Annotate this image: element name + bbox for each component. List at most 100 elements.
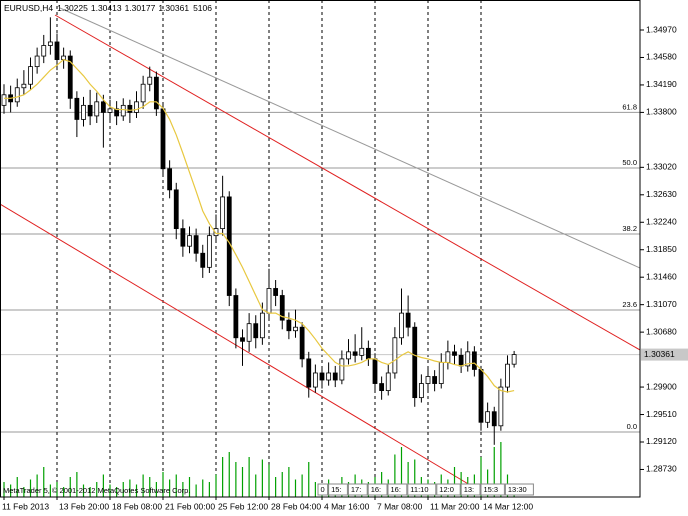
candle-body bbox=[445, 351, 451, 363]
volume-bar bbox=[301, 474, 303, 497]
candle-body bbox=[1, 94, 7, 106]
volume-bar bbox=[414, 459, 416, 497]
candle-body bbox=[67, 55, 73, 99]
header-low: 1.30177 bbox=[125, 3, 156, 13]
x-tick-label: 21 Feb 00:00 bbox=[165, 501, 215, 511]
candle-body bbox=[107, 108, 113, 113]
time-box bbox=[480, 483, 505, 496]
volume-bar bbox=[129, 479, 131, 497]
volume-bar bbox=[255, 474, 257, 497]
candle-body bbox=[385, 372, 391, 391]
candle-body bbox=[34, 55, 40, 68]
candle-body bbox=[326, 372, 332, 381]
y-tick-label: 1.32630 bbox=[646, 189, 677, 199]
volume-bar bbox=[43, 467, 45, 497]
candle-body bbox=[193, 235, 199, 254]
candle-body bbox=[359, 347, 365, 356]
volume-bar bbox=[69, 477, 71, 497]
volume-bar bbox=[400, 447, 403, 497]
volume-bar bbox=[222, 457, 224, 497]
header-open: 1.30225 bbox=[57, 3, 88, 13]
candle-body bbox=[120, 104, 126, 117]
candle-body bbox=[253, 323, 259, 339]
candle-body bbox=[498, 386, 504, 427]
candle-body bbox=[240, 337, 245, 342]
time-box bbox=[317, 483, 329, 496]
candle-body bbox=[365, 347, 371, 360]
volume-bar bbox=[16, 477, 18, 497]
candle-body bbox=[511, 354, 517, 365]
time-box-label: 16: bbox=[391, 485, 401, 494]
candle-body bbox=[505, 363, 510, 388]
candle-body bbox=[332, 372, 338, 381]
volume-bar bbox=[248, 457, 250, 497]
candle-body bbox=[167, 168, 173, 191]
volume-bar bbox=[195, 484, 197, 497]
y-tick-label: 1.31850 bbox=[646, 244, 677, 254]
volume-bar bbox=[162, 472, 164, 497]
candle-body bbox=[173, 189, 179, 230]
candle-body bbox=[180, 228, 186, 247]
candle-body bbox=[74, 97, 80, 120]
candle-body bbox=[114, 108, 120, 117]
time-box bbox=[436, 483, 461, 496]
chart-header: EURUSD,H4 1.30225 1.30413 1.30177 1.30361 510… bbox=[4, 3, 212, 13]
candle-body bbox=[286, 319, 292, 332]
time-box bbox=[328, 483, 348, 496]
candle-body bbox=[339, 358, 345, 381]
candle-body bbox=[405, 312, 411, 328]
volume-bar bbox=[63, 487, 65, 497]
volume-bar bbox=[275, 477, 277, 497]
candle-body bbox=[485, 411, 491, 423]
y-tick-label: 1.29900 bbox=[646, 381, 677, 391]
candle-body bbox=[352, 351, 358, 356]
moving-average bbox=[4, 58, 515, 393]
price-tag-label: 1.30361 bbox=[644, 349, 675, 359]
volume-bar bbox=[288, 467, 290, 497]
time-box bbox=[460, 483, 481, 496]
volume-bar bbox=[208, 482, 210, 497]
candle-body bbox=[87, 104, 93, 117]
trend-lines bbox=[0, 7, 640, 486]
y-tick-label: 1.29120 bbox=[646, 436, 677, 446]
candle-body bbox=[200, 252, 206, 268]
candle-body bbox=[279, 295, 285, 321]
candle-body bbox=[21, 83, 27, 89]
volume-bar bbox=[155, 482, 157, 497]
candle-body bbox=[293, 326, 298, 332]
candle-body bbox=[418, 383, 424, 399]
time-box-label: 15:3 bbox=[484, 485, 499, 494]
candle-body bbox=[273, 288, 279, 296]
volume-bar bbox=[149, 477, 151, 497]
candle-body bbox=[412, 326, 418, 399]
x-tick-label: 25 Feb 12:00 bbox=[218, 501, 268, 511]
plot-frame bbox=[0, 0, 641, 498]
y-tick-label: 1.29510 bbox=[646, 409, 677, 419]
candle-body bbox=[478, 369, 484, 423]
trend-line bbox=[59, 7, 640, 269]
candle-body bbox=[14, 87, 20, 103]
fib-label: 38.2 bbox=[622, 224, 637, 233]
fib-label: 0.0 bbox=[627, 422, 637, 431]
volume-bar bbox=[76, 472, 78, 497]
volume-bar bbox=[215, 474, 217, 497]
volume-bar bbox=[487, 469, 489, 497]
volume-bar bbox=[116, 487, 118, 497]
header-volume: 5106 bbox=[193, 3, 212, 13]
candle-body bbox=[392, 337, 398, 374]
candle-body bbox=[379, 383, 385, 391]
time-box bbox=[504, 483, 534, 496]
y-tick-label: 1.34580 bbox=[646, 52, 677, 62]
time-box-label: 13: bbox=[464, 485, 474, 494]
volume-bar bbox=[407, 462, 409, 497]
volume-bar bbox=[241, 467, 244, 497]
channel-line bbox=[54, 14, 640, 351]
candle-body bbox=[127, 104, 133, 113]
candle-body bbox=[140, 83, 146, 103]
time-box bbox=[407, 483, 437, 496]
volume-bar bbox=[480, 457, 482, 497]
y-tick-label: 1.28730 bbox=[646, 464, 677, 474]
fib-label: 23.6 bbox=[622, 300, 637, 309]
candle-body bbox=[259, 312, 265, 339]
